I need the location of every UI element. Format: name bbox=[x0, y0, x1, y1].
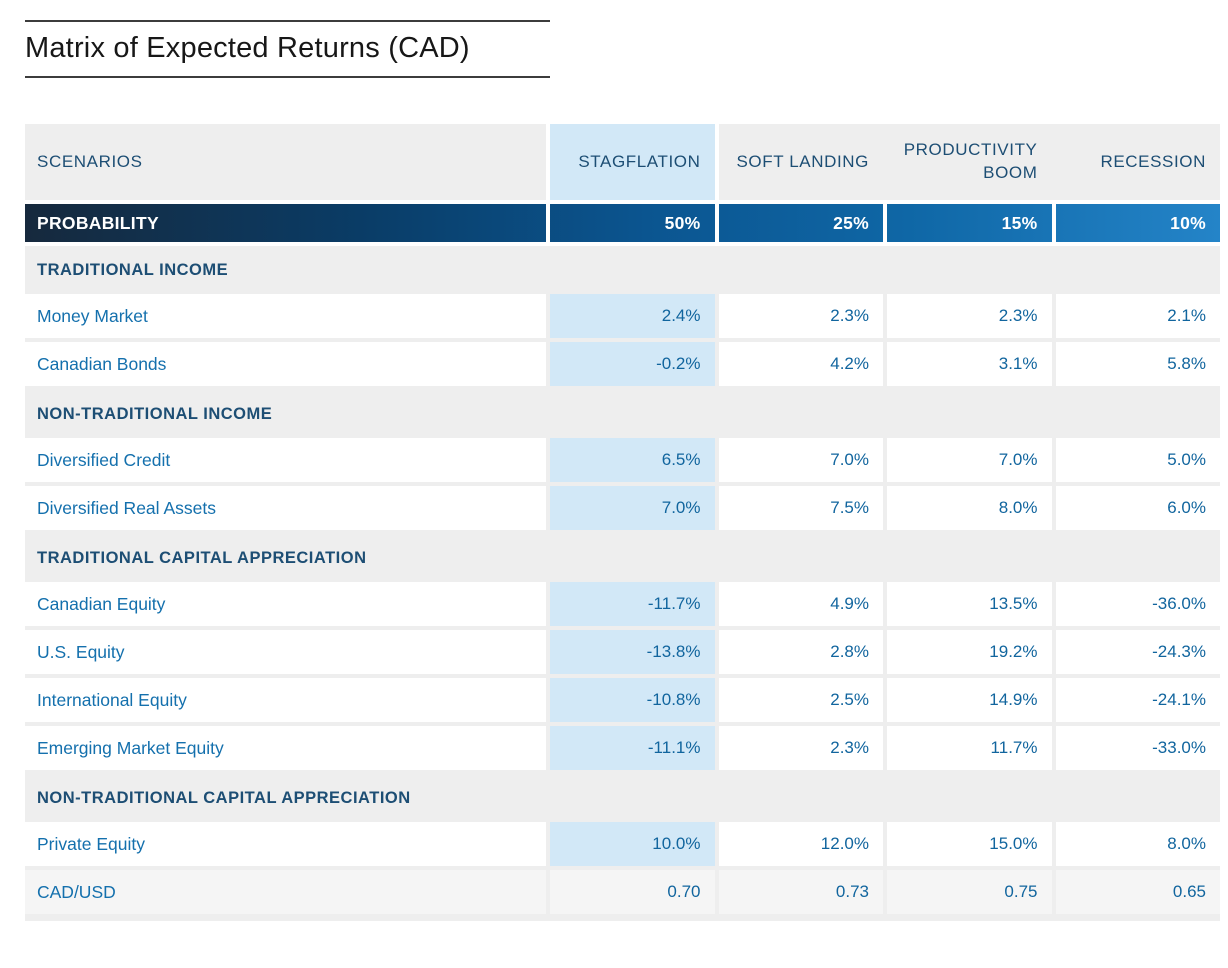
value-recession: 2.1% bbox=[1055, 294, 1220, 338]
page: Matrix of Expected Returns (CAD) SCENARI… bbox=[25, 20, 1220, 921]
value-stagflation: -11.7% bbox=[550, 582, 715, 626]
probability-soft-landing: 25% bbox=[719, 204, 884, 242]
table-row-international-equity: International Equity -10.8% 2.5% 14.9% -… bbox=[25, 678, 1220, 722]
table-header-row: SCENARIOS STAGFLATION SOFT LANDING PRODU… bbox=[25, 124, 1220, 200]
value-stagflation: 2.4% bbox=[550, 294, 715, 338]
title-rule-bottom bbox=[25, 76, 550, 78]
value-productivity-boom: 19.2% bbox=[887, 630, 1052, 674]
value-productivity-boom: 11.7% bbox=[887, 726, 1052, 770]
value-soft-landing: 2.8% bbox=[718, 630, 883, 674]
section-header-traditional-capital-appreciation: TRADITIONAL CAPITAL APPRECIATION bbox=[37, 548, 367, 567]
asset-label: Money Market bbox=[25, 294, 546, 338]
value-stagflation: 6.5% bbox=[550, 438, 715, 482]
asset-label: CAD/USD bbox=[25, 870, 546, 914]
value-recession: 5.0% bbox=[1055, 438, 1220, 482]
page-title: Matrix of Expected Returns (CAD) bbox=[25, 32, 470, 64]
column-header-scenarios: SCENARIOS bbox=[37, 151, 143, 171]
value-stagflation: 10.0% bbox=[550, 822, 715, 866]
table-row-money-market: Money Market 2.4% 2.3% 2.3% 2.1% bbox=[25, 294, 1220, 338]
section-header-non-traditional-income: NON-TRADITIONAL INCOME bbox=[37, 404, 273, 423]
probability-productivity-boom: 15% bbox=[887, 204, 1052, 242]
asset-label: Emerging Market Equity bbox=[25, 726, 546, 770]
value-productivity-boom: 15.0% bbox=[887, 822, 1052, 866]
value-productivity-boom: 3.1% bbox=[887, 342, 1052, 386]
value-soft-landing: 7.5% bbox=[718, 486, 883, 530]
table-row-private-equity: Private Equity 10.0% 12.0% 15.0% 8.0% bbox=[25, 822, 1220, 866]
probability-stagflation: 50% bbox=[550, 204, 715, 242]
value-stagflation: -13.8% bbox=[550, 630, 715, 674]
asset-label: International Equity bbox=[25, 678, 546, 722]
value-productivity-boom: 13.5% bbox=[887, 582, 1052, 626]
section-header-non-traditional-capital-appreciation: NON-TRADITIONAL CAPITAL APPRECIATION bbox=[37, 788, 411, 807]
value-stagflation: -11.1% bbox=[550, 726, 715, 770]
value-soft-landing: 4.9% bbox=[718, 582, 883, 626]
value-stagflation: -0.2% bbox=[550, 342, 715, 386]
table-row-emerging-market-equity: Emerging Market Equity -11.1% 2.3% 11.7%… bbox=[25, 726, 1220, 770]
value-soft-landing: 2.3% bbox=[718, 294, 883, 338]
value-productivity-boom: 7.0% bbox=[887, 438, 1052, 482]
asset-label: U.S. Equity bbox=[25, 630, 546, 674]
table-row-diversified-real-assets: Diversified Real Assets 7.0% 7.5% 8.0% 6… bbox=[25, 486, 1220, 530]
title-block: Matrix of Expected Returns (CAD) bbox=[25, 20, 550, 78]
value-soft-landing: 7.0% bbox=[718, 438, 883, 482]
asset-label: Diversified Real Assets bbox=[25, 486, 546, 530]
asset-label: Canadian Bonds bbox=[25, 342, 546, 386]
value-soft-landing: 4.2% bbox=[718, 342, 883, 386]
value-recession: -24.1% bbox=[1055, 678, 1220, 722]
value-productivity-boom: 0.75 bbox=[887, 870, 1052, 914]
asset-label: Diversified Credit bbox=[25, 438, 546, 482]
value-stagflation: 0.70 bbox=[550, 870, 715, 914]
probability-label: PROBABILITY bbox=[37, 212, 159, 233]
value-recession: 0.65 bbox=[1055, 870, 1220, 914]
value-soft-landing: 12.0% bbox=[718, 822, 883, 866]
value-soft-landing: 0.73 bbox=[718, 870, 883, 914]
value-recession: 5.8% bbox=[1055, 342, 1220, 386]
section-header-traditional-income: TRADITIONAL INCOME bbox=[37, 260, 229, 279]
table-row-us-equity: U.S. Equity -13.8% 2.8% 19.2% -24.3% bbox=[25, 630, 1220, 674]
column-header-stagflation: STAGFLATION bbox=[550, 124, 715, 200]
value-productivity-boom: 2.3% bbox=[887, 294, 1052, 338]
asset-label: Canadian Equity bbox=[25, 582, 546, 626]
table-row-canadian-bonds: Canadian Bonds -0.2% 4.2% 3.1% 5.8% bbox=[25, 342, 1220, 386]
value-soft-landing: 2.3% bbox=[718, 726, 883, 770]
table-row-canadian-equity: Canadian Equity -11.7% 4.9% 13.5% -36.0% bbox=[25, 582, 1220, 626]
column-header-productivity-boom: PRODUCTIVITY BOOM bbox=[903, 140, 1038, 182]
title-rule-top bbox=[25, 20, 550, 22]
value-recession: 8.0% bbox=[1055, 822, 1220, 866]
value-productivity-boom: 8.0% bbox=[887, 486, 1052, 530]
value-recession: 6.0% bbox=[1055, 486, 1220, 530]
value-recession: -36.0% bbox=[1055, 582, 1220, 626]
table-row-cad-usd: CAD/USD 0.70 0.73 0.75 0.65 bbox=[25, 870, 1220, 914]
expected-returns-table: SCENARIOS STAGFLATION SOFT LANDING PRODU… bbox=[25, 124, 1220, 921]
column-header-soft-landing: SOFT LANDING bbox=[736, 151, 869, 171]
value-productivity-boom: 14.9% bbox=[887, 678, 1052, 722]
value-stagflation: 7.0% bbox=[550, 486, 715, 530]
value-recession: -24.3% bbox=[1055, 630, 1220, 674]
value-stagflation: -10.8% bbox=[550, 678, 715, 722]
table-row-diversified-credit: Diversified Credit 6.5% 7.0% 7.0% 5.0% bbox=[25, 438, 1220, 482]
value-recession: -33.0% bbox=[1055, 726, 1220, 770]
value-soft-landing: 2.5% bbox=[718, 678, 883, 722]
probability-row: PROBABILITY 50% 25% 15% 10% bbox=[25, 200, 1220, 246]
asset-label: Private Equity bbox=[25, 822, 546, 866]
probability-recession: 10% bbox=[1056, 204, 1221, 242]
column-header-recession: RECESSION bbox=[1100, 151, 1206, 171]
